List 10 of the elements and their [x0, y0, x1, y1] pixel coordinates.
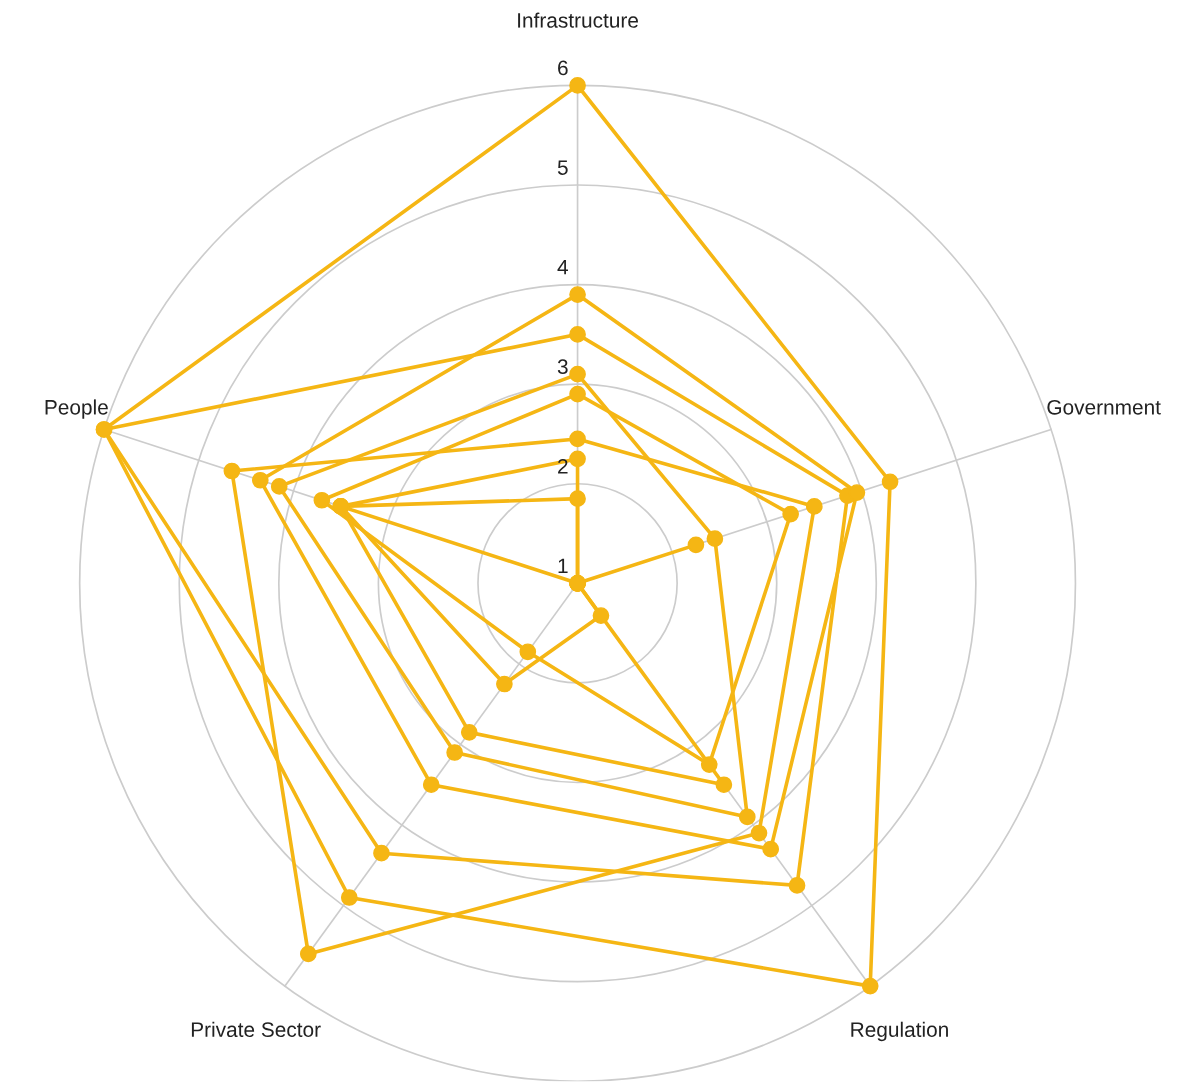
spoke-label: Regulation	[851, 1021, 948, 1042]
spoke-label: Government	[1047, 399, 1161, 415]
spoke-label: Infrastructure	[518, 12, 638, 28]
spoke-label: Private Sector	[191, 1021, 321, 1038]
y-tick-label: 3	[557, 359, 568, 375]
y-tick-label: 5	[557, 160, 568, 175]
y-tick-label: 6	[558, 60, 568, 76]
y-tick-label: 4	[557, 259, 568, 275]
y-tick-label: 1	[558, 558, 568, 574]
spoke-label: People	[45, 399, 108, 419]
